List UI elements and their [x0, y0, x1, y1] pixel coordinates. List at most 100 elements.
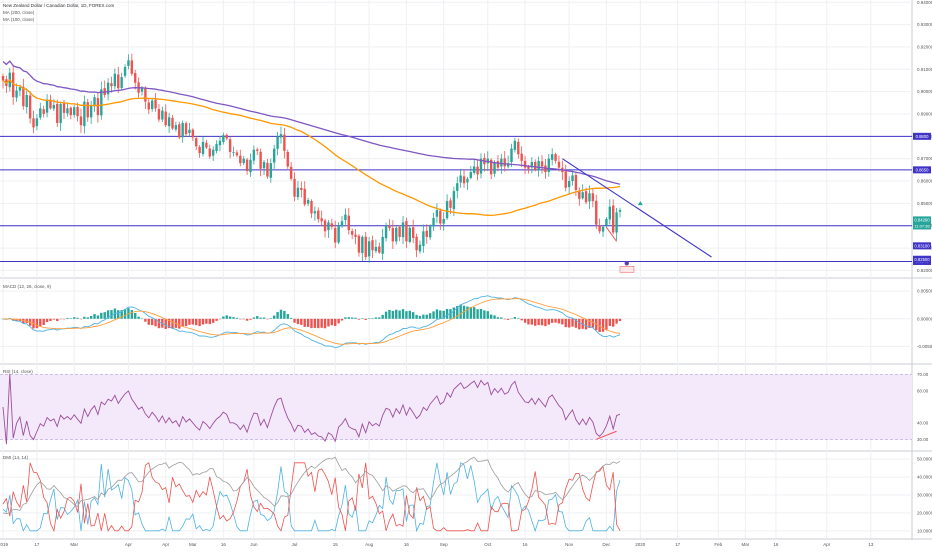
macd-histogram-bar — [320, 318, 323, 328]
macd-histogram-bar — [347, 317, 350, 319]
candle-body — [439, 210, 442, 224]
candle-body — [262, 162, 266, 169]
macd-tick-label: -0.00500 — [917, 344, 932, 349]
macd-histogram-bar — [384, 311, 388, 319]
candle-body — [445, 201, 449, 219]
candle-body — [398, 226, 401, 237]
macd-histogram-bar — [534, 318, 537, 326]
macd-histogram-bar — [510, 318, 513, 320]
candle-body — [171, 117, 174, 129]
macd-histogram-bar — [93, 314, 96, 319]
price-badge — [913, 216, 931, 230]
time-axis-label: 16 — [404, 542, 410, 547]
candle-body — [520, 153, 523, 161]
macd-histogram-bar — [615, 318, 618, 324]
candle-body — [117, 74, 120, 89]
candle-body — [154, 99, 157, 109]
time-axis-label: 13 — [868, 542, 874, 547]
price-badge-countdown: 11:07:38 — [914, 223, 930, 228]
macd-histogram-bar — [340, 318, 344, 321]
macd-histogram-bar — [269, 318, 273, 319]
candle-body — [537, 160, 540, 171]
macd-histogram-bar — [300, 318, 303, 325]
candle-body — [269, 163, 273, 178]
macd-histogram-bar — [79, 318, 83, 320]
macd-histogram-bar — [479, 308, 483, 319]
candle-body — [323, 220, 327, 232]
horizontal-levels — [0, 135, 912, 262]
time-axis-label: 17 — [675, 542, 681, 547]
adx-line — [2, 456, 621, 515]
rsi-tick-label: 30.00 — [917, 437, 929, 442]
macd-histogram-bar — [395, 309, 398, 319]
candle-body — [256, 149, 259, 151]
time-axis-label: Mar — [742, 542, 750, 547]
price-tick-label: 0.85000 — [917, 201, 932, 206]
candle-body — [245, 159, 249, 171]
candle-body — [411, 227, 415, 239]
candle-body — [39, 108, 42, 118]
macd-histogram-bar — [601, 318, 605, 332]
macd-histogram-bar — [330, 318, 334, 326]
macd-histogram-bar — [306, 318, 310, 327]
macd-histogram-bar — [557, 318, 561, 324]
macd-histogram-bar — [608, 318, 612, 326]
candle-body — [45, 100, 49, 113]
candle-body — [523, 160, 527, 168]
macd-histogram-bar — [313, 318, 317, 328]
macd-histogram-bar — [276, 312, 279, 319]
macd-tick-label: 0.00000 — [917, 316, 932, 321]
candle-body — [388, 225, 391, 228]
candle-body — [96, 98, 100, 116]
candle-body — [86, 102, 89, 118]
macd-histogram-bar — [293, 318, 296, 323]
macd-histogram-bar — [344, 317, 347, 319]
event-marker-icon — [624, 261, 629, 266]
candle-body — [327, 222, 330, 231]
macd-histogram-bar — [469, 306, 473, 319]
macd-histogram-bar — [523, 318, 527, 323]
macd-histogram-bar — [459, 304, 462, 319]
price-tick-label: 0.82000 — [917, 268, 932, 273]
candle-body — [273, 148, 276, 163]
macd-histogram-bar — [442, 310, 445, 319]
ma200-label: MA (200, close) — [3, 10, 35, 15]
time-axis-label: Mar — [70, 542, 78, 547]
candle-body — [608, 206, 612, 220]
candle-body — [205, 142, 208, 148]
macd-histogram-bar — [405, 311, 408, 319]
price-tick-label: 0.91000 — [917, 67, 932, 72]
divergence-line — [606, 227, 617, 242]
macd-histogram-bar — [388, 309, 391, 319]
candle-body — [466, 178, 469, 183]
candle-body — [344, 214, 347, 221]
macd-histogram-bar — [537, 318, 540, 326]
macd-histogram-bar — [222, 316, 225, 319]
macd-histogram-bar — [69, 318, 72, 319]
macd-histogram-bar — [235, 317, 239, 319]
macd-histogram-bar — [411, 312, 415, 319]
candle-body — [591, 193, 595, 202]
candle-body — [279, 134, 283, 138]
macd-histogram-bar — [513, 317, 517, 319]
price-badges: 0.88000.86500.84000.82400.8426011:07:380… — [913, 132, 931, 265]
candle-body — [401, 222, 405, 238]
time-axis-label: 15 — [333, 542, 339, 547]
macd-histogram-bar — [381, 314, 384, 319]
candle-body — [225, 134, 228, 139]
candle-body — [564, 171, 567, 188]
candle-body — [161, 110, 164, 120]
macd-tick-label: 0.00500 — [917, 289, 932, 294]
candle-body — [415, 236, 418, 251]
symbol-title: New Zealand Dollar / Canadian Dollar, 1D… — [3, 3, 115, 8]
macd-histogram-bar — [506, 318, 510, 320]
candle-body — [201, 141, 205, 154]
candle-body — [517, 141, 520, 155]
candle-body — [384, 225, 388, 239]
macd-histogram-bar — [618, 318, 622, 322]
price-tick-label: 0.90000 — [917, 89, 932, 94]
macd-histogram-bar — [195, 318, 198, 326]
candle-body — [554, 154, 557, 161]
candle-body — [588, 193, 591, 202]
